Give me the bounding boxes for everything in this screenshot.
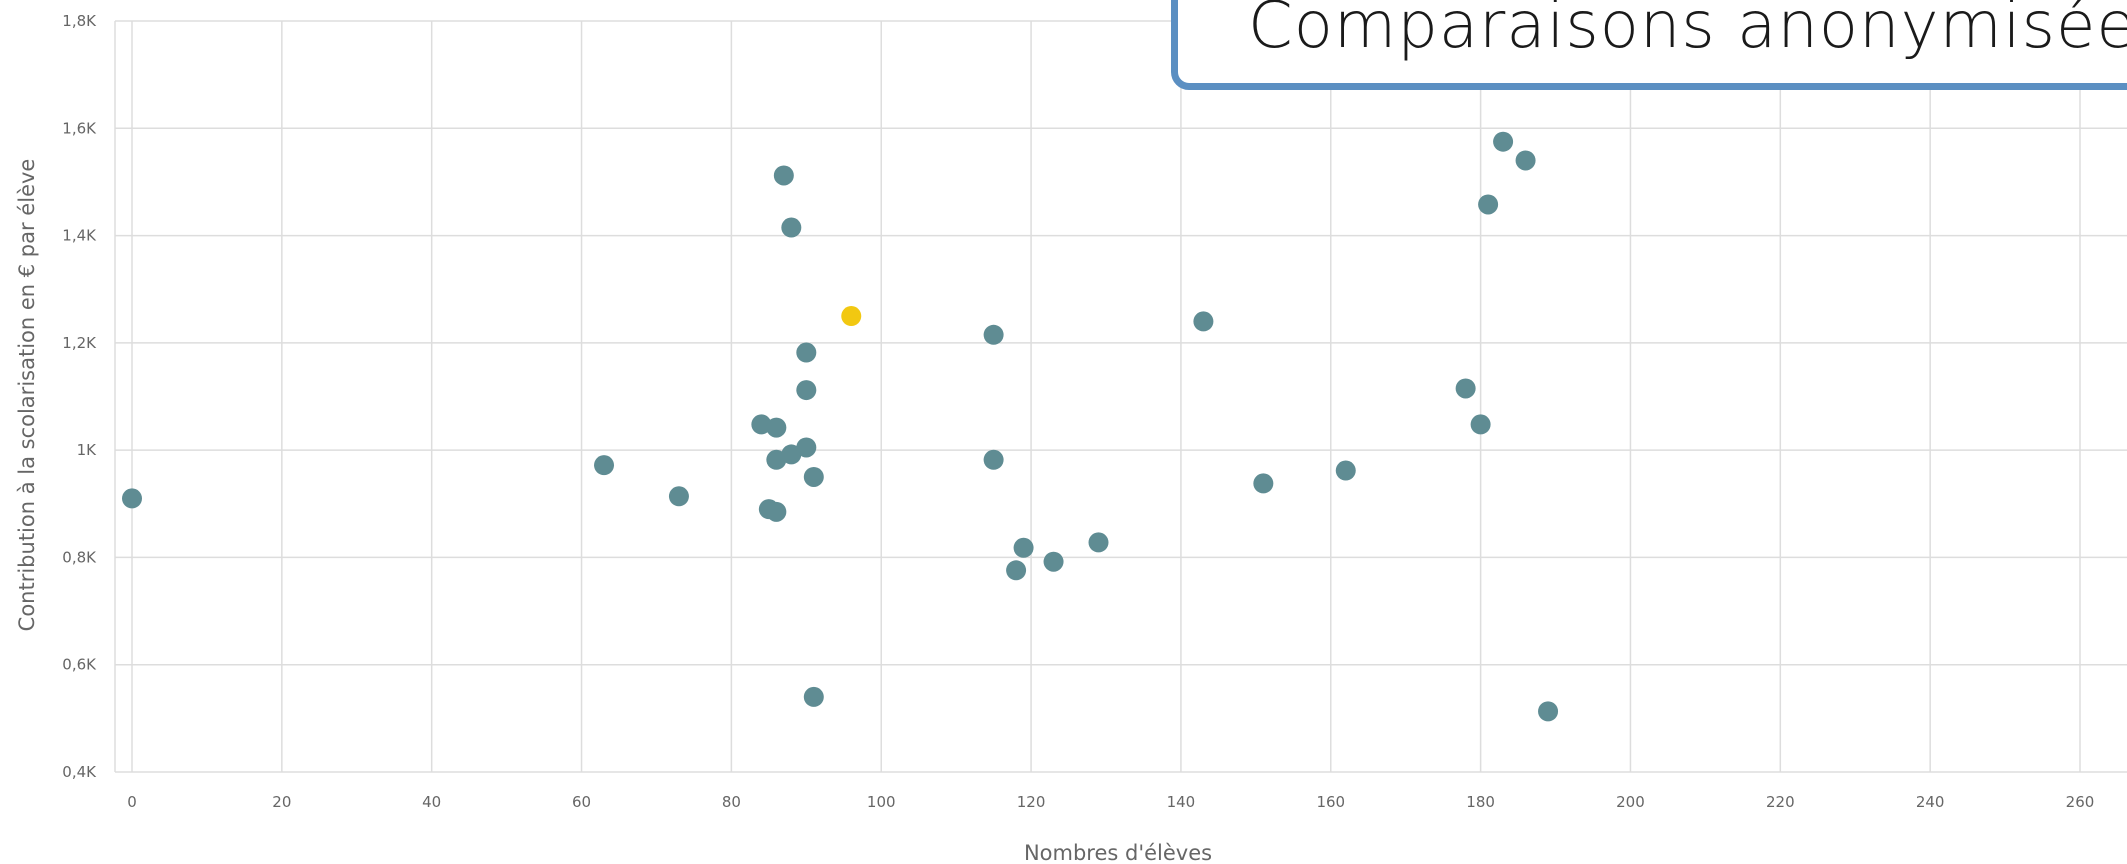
data-point[interactable] [1043,551,1064,572]
data-point[interactable] [983,449,1004,470]
x-tick-label: 180 [1466,793,1495,811]
chart-title: Comparaisons anonymisées [1248,0,2127,63]
data-point[interactable] [803,686,824,707]
data-point[interactable] [773,165,794,186]
data-point[interactable] [796,342,817,363]
data-point[interactable] [1538,701,1559,722]
data-point[interactable] [796,380,817,401]
x-tick-label: 60 [572,793,591,811]
data-point[interactable] [983,324,1004,345]
x-tick-label: 260 [2066,793,2095,811]
data-point[interactable] [1493,131,1514,152]
data-point[interactable] [1088,532,1109,553]
data-point[interactable] [781,217,802,238]
data-point[interactable] [1006,560,1027,581]
data-points [122,131,1559,722]
x-axis-label: Nombres d'élèves [1024,841,1212,864]
grid-lines [114,20,2127,773]
data-point[interactable] [766,501,787,522]
x-tick-label: 200 [1616,793,1645,811]
data-point[interactable] [1515,150,1536,171]
x-tick-label: 140 [1167,793,1196,811]
data-point[interactable] [594,455,615,476]
x-tick-label: 20 [272,793,291,811]
data-point[interactable] [1470,414,1491,435]
data-point[interactable] [766,417,787,438]
x-tick-label: 40 [422,793,441,811]
data-point[interactable] [1335,460,1356,481]
chart-title-box: Comparaisons anonymisées [1171,0,2127,90]
x-tick-label: 220 [1766,793,1795,811]
data-point[interactable] [122,488,142,509]
y-axis-label: Contribution à la scolarisation en € par… [15,159,39,632]
data-point[interactable] [751,414,772,435]
data-point[interactable] [668,486,689,507]
y-tick-label: 0,4K [62,763,97,781]
x-tick-label: 80 [722,793,741,811]
data-point[interactable] [803,466,824,487]
data-point[interactable] [1253,473,1274,494]
data-point[interactable] [1013,537,1034,558]
y-tick-label: 1,8K [62,12,97,30]
y-tick-label: 1,4K [62,227,97,245]
data-point[interactable] [1193,311,1214,332]
axis-ticks: 0 20 40 60 80 100 120 140 160 180 200 220 240 260 0,4K… [62,12,2094,811]
data-point[interactable] [1478,194,1499,215]
y-tick-label: 0,8K [62,548,97,566]
y-tick-label: 1,2K [62,334,97,352]
data-point[interactable] [781,444,802,465]
x-tick-label: 100 [867,793,896,811]
x-tick-label: 160 [1316,793,1345,811]
data-point[interactable] [1455,378,1476,399]
data-point[interactable] [796,437,817,458]
y-tick-label: 1K [77,441,98,459]
x-tick-label: 240 [1916,793,1945,811]
y-tick-label: 0,6K [62,656,97,674]
x-tick-label: 120 [1017,793,1046,811]
y-tick-label: 1,6K [62,119,97,137]
highlighted-data-point[interactable] [841,306,862,327]
x-tick-label: 0 [127,793,137,811]
